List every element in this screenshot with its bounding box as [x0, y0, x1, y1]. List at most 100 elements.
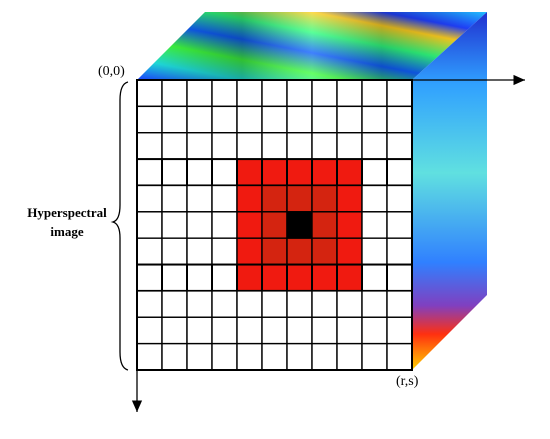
grid-cell: [311, 184, 338, 213]
grid-cell: [236, 158, 263, 187]
grid-cell: [136, 342, 163, 371]
grid-cell: [236, 184, 263, 213]
grid-cell: [261, 158, 288, 187]
grid-cell: [161, 184, 188, 213]
grid-cell: [361, 342, 388, 371]
grid-cell: [136, 237, 163, 266]
grid-cell: [286, 79, 313, 108]
front-grid: [136, 79, 413, 371]
grid-cell: [261, 184, 288, 213]
grid-cell: [336, 105, 363, 134]
grid-cell: [161, 263, 188, 292]
grid-cell: [161, 211, 188, 239]
grid-cell: [236, 290, 263, 318]
grid-cell: [286, 290, 313, 318]
grid-cell: [211, 342, 238, 371]
grid-cell: [286, 316, 313, 345]
grid-cell: [211, 290, 238, 318]
grid-cell: [361, 79, 388, 108]
grid-cell: [161, 132, 188, 160]
grid-cell: [161, 342, 188, 371]
grid-cell: [236, 237, 263, 266]
grid-cell: [311, 342, 338, 371]
end-label: (r,s): [396, 374, 419, 389]
grid-cell: [236, 79, 263, 108]
grid-cell: [136, 184, 163, 213]
grid-cell: [136, 158, 163, 187]
grid-cell: [186, 79, 213, 108]
grid-cell: [361, 158, 388, 187]
grid-cell: [311, 263, 338, 292]
side-label: image: [50, 224, 83, 239]
grid-cell: [286, 158, 313, 187]
grid-cell: [161, 105, 188, 134]
grid-cell: [261, 105, 288, 134]
grid-cell: [261, 79, 288, 108]
grid-cell: [261, 316, 288, 345]
grid-cell: [361, 105, 388, 134]
grid-cell: [186, 263, 213, 292]
grid-cell: [336, 342, 363, 371]
grid-cell: [186, 105, 213, 134]
grid-cell: [236, 105, 263, 134]
grid-cell: [186, 290, 213, 318]
grid-cell: [261, 342, 288, 371]
grid-cell: [186, 342, 213, 371]
grid-cell: [361, 211, 388, 239]
grid-cell: [336, 316, 363, 345]
grid-cell: [386, 132, 413, 160]
grid-cell: [361, 316, 388, 345]
grid-cell: [386, 184, 413, 213]
grid-cell: [261, 290, 288, 318]
grid-cell: [186, 132, 213, 160]
grid-cell: [286, 105, 313, 134]
grid-cell: [361, 184, 388, 213]
side-face: [412, 12, 487, 370]
grid-cell: [236, 132, 263, 160]
grid-cell: [161, 316, 188, 345]
grid-cell: [311, 290, 338, 318]
grid-cell: [336, 237, 363, 266]
grid-cell: [136, 263, 163, 292]
grid-cell: [311, 316, 338, 345]
grid-cell: [136, 211, 163, 239]
grid-cell: [311, 211, 338, 239]
grid-cell: [336, 211, 363, 239]
grid-cell: [286, 184, 313, 213]
grid-cell: [386, 105, 413, 134]
grid-cell: [136, 79, 163, 108]
grid-cell: [286, 211, 313, 239]
grid-cell: [386, 237, 413, 266]
grid-cell: [186, 184, 213, 213]
grid-cell: [211, 158, 238, 187]
grid-cell: [236, 263, 263, 292]
grid-cell: [136, 132, 163, 160]
grid-cell: [286, 237, 313, 266]
grid-cell: [386, 263, 413, 292]
grid-cell: [186, 237, 213, 266]
grid-cell: [211, 105, 238, 134]
grid-cell: [386, 211, 413, 239]
grid-cell: [311, 237, 338, 266]
grid-cell: [236, 211, 263, 239]
grid-cell: [236, 316, 263, 345]
grid-cell: [211, 132, 238, 160]
grid-cell: [211, 237, 238, 266]
grid-cell: [211, 184, 238, 213]
grid-cell: [336, 132, 363, 160]
grid-cell: [161, 290, 188, 318]
grid-cell: [336, 184, 363, 213]
grid-cell: [286, 263, 313, 292]
grid-cell: [161, 79, 188, 108]
grid-cell: [286, 342, 313, 371]
grid-cell: [386, 158, 413, 187]
grid-cell: [186, 316, 213, 345]
grid-cell: [161, 158, 188, 187]
grid-cell: [261, 211, 288, 239]
grid-cell: [161, 237, 188, 266]
grid-cell: [336, 158, 363, 187]
grid-cell: [136, 290, 163, 318]
grid-cell: [236, 342, 263, 371]
grid-cell: [311, 79, 338, 108]
